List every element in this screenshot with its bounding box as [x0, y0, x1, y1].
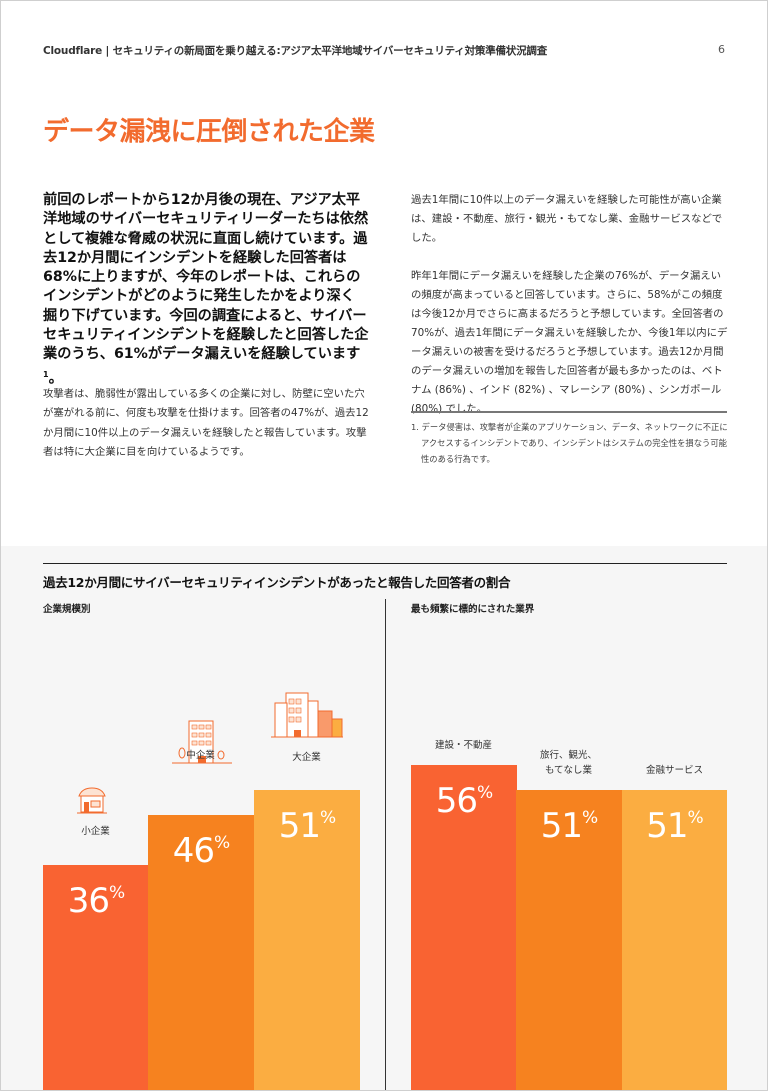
lead-end: 。 — [48, 370, 63, 387]
bar-value: 36 — [67, 881, 110, 921]
bar-value-label: 36% — [67, 881, 125, 1090]
bar-value-label: 51% — [646, 806, 704, 1090]
bar: 56% — [411, 765, 517, 1090]
right-column: 過去1年間に10件以上のデータ漏えいを経験した可能性が高い企業は、建設・不動産、… — [411, 191, 729, 438]
bar: 51% — [622, 790, 727, 1090]
lead-text: 前回のレポートから12か月後の現在、アジア太平洋地域のサイバーセキュリティリーダ… — [43, 192, 369, 363]
bar-value-label: 51% — [278, 806, 336, 1090]
body-paragraph: 過去1年間に10件以上のデータ漏えいを経験した可能性が高い企業は、建設・不動産、… — [411, 194, 723, 244]
bar-unit: % — [687, 808, 704, 828]
chart-subtitle-industry: 最も頻繁に標的にされた業界 — [411, 604, 535, 615]
bar-category-label: 小企業 — [81, 826, 110, 837]
bar-value: 51 — [646, 806, 688, 846]
page-title: データ漏洩に圧倒された企業 — [43, 117, 375, 147]
bar-unit: % — [477, 783, 493, 803]
bar-value: 51 — [278, 806, 321, 846]
bar-category-label: 金融サービス — [645, 765, 703, 776]
chart-subtitle-size: 企業規模別 — [43, 604, 91, 615]
footnote: 1. データ侵害は、攻撃者が企業のアプリケーション、データ、ネットワークに不正に… — [411, 422, 728, 464]
large-enterprise-buildings-icon — [271, 692, 343, 738]
chart-title: 過去12か月間にサイバーセキュリティインシデントがあったと報告した回答者の割合 — [43, 575, 511, 590]
office-building-icon — [172, 720, 232, 764]
body-paragraph: 攻撃者は、脆弱性が露出している多くの企業に対し、防壁に空いた穴が塞がれる前に、何… — [43, 388, 369, 458]
bar: 51% — [254, 790, 360, 1090]
bar-unit: % — [582, 808, 598, 828]
bar-unit: % — [109, 883, 125, 903]
bar-category-label: 中企業 — [186, 750, 215, 761]
body-paragraph: 昨年1年間にデータ漏えいを経験した企業の76%が、データ漏えいの頻度が高まってい… — [411, 270, 728, 415]
page-number: 6 — [718, 43, 725, 56]
running-header: Cloudflare | セキュリティの新局面を乗り越える:アジア太平洋地域サイ… — [43, 45, 548, 57]
bar: 51% — [516, 790, 622, 1090]
bar-unit: % — [320, 808, 336, 828]
chart-vertical-divider — [385, 599, 386, 1090]
bar-category-label: 大企業 — [292, 752, 321, 763]
bar-category-label: 旅行、観光、 もてなし業 — [539, 750, 597, 776]
bar-value: 46 — [172, 831, 215, 871]
bar-unit: % — [214, 833, 230, 853]
bar-value-label: 51% — [540, 806, 598, 1090]
bar-value: 51 — [540, 806, 583, 846]
footnote-ref: 1 — [43, 369, 49, 379]
bar-value-label: 56% — [435, 781, 493, 1090]
bar-value: 56 — [435, 781, 478, 821]
footnote-divider — [411, 411, 727, 413]
bar: 36% — [43, 865, 149, 1090]
lead-paragraph: 前回のレポートから12か月後の現在、アジア太平洋地域のサイバーセキュリティリーダ… — [43, 191, 369, 389]
bar-category-label: 建設・不動産 — [434, 740, 492, 751]
chart-divider — [43, 563, 727, 564]
bar-value-label: 46% — [172, 831, 230, 1090]
shop-icon — [77, 787, 107, 814]
bar: 46% — [148, 815, 254, 1090]
